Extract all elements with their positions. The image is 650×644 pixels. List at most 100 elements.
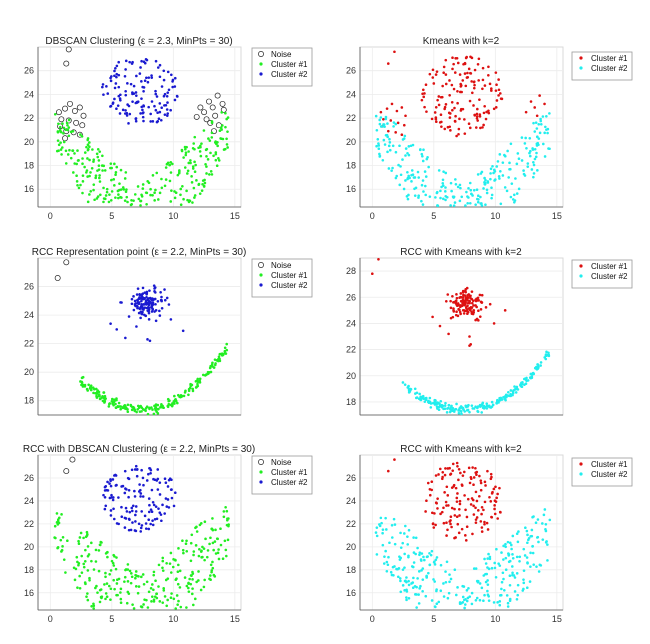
data-point	[141, 297, 145, 301]
data-point	[101, 395, 104, 398]
data-point	[152, 600, 156, 603]
data-point	[96, 147, 100, 151]
data-point	[187, 389, 191, 393]
data-point	[77, 539, 80, 543]
data-point	[150, 76, 154, 79]
data-point	[171, 403, 174, 407]
data-point	[429, 406, 433, 409]
data-point	[434, 196, 437, 199]
data-point	[529, 551, 532, 555]
data-point	[481, 406, 485, 410]
data-point	[145, 76, 148, 80]
data-point	[481, 66, 485, 70]
data-point	[157, 198, 160, 201]
data-point	[516, 583, 520, 587]
data-point	[135, 101, 139, 104]
data-point	[109, 322, 112, 325]
data-point	[133, 489, 136, 493]
data-point	[94, 176, 97, 180]
data-point	[378, 155, 382, 158]
data-point	[162, 94, 166, 98]
data-point	[217, 548, 220, 551]
data-point	[166, 114, 169, 117]
data-point	[101, 154, 104, 158]
data-point	[471, 311, 474, 315]
data-point	[487, 552, 490, 556]
data-point	[86, 389, 89, 392]
data-point	[504, 542, 507, 546]
data-point	[489, 472, 493, 476]
data-point	[525, 586, 529, 590]
data-point	[431, 522, 435, 526]
data-point	[191, 578, 194, 581]
data-point	[492, 601, 496, 604]
data-point	[458, 199, 462, 203]
data-point	[78, 586, 82, 590]
data-point	[138, 490, 141, 493]
data-point	[464, 539, 468, 542]
data-point	[418, 392, 421, 396]
data-point	[141, 183, 145, 186]
data-point	[179, 193, 182, 197]
data-point	[130, 202, 134, 206]
x-tick-label: 10	[490, 614, 500, 624]
data-point	[422, 95, 426, 99]
data-point	[511, 565, 514, 568]
data-point	[490, 475, 493, 479]
series-cluster-2	[401, 350, 551, 416]
data-point	[444, 300, 448, 303]
data-point	[152, 284, 156, 287]
data-point	[484, 203, 487, 207]
data-point	[86, 175, 89, 178]
data-point	[439, 189, 442, 193]
data-point	[114, 66, 117, 70]
data-point	[108, 482, 111, 485]
data-point	[199, 588, 203, 592]
data-point	[520, 136, 524, 139]
data-point	[77, 186, 81, 190]
data-point	[111, 101, 115, 105]
data-point	[379, 110, 383, 114]
data-point	[84, 582, 87, 586]
data-point	[61, 545, 64, 548]
data-point	[448, 410, 452, 414]
data-point	[424, 175, 428, 178]
data-point	[104, 504, 108, 508]
data-point	[136, 404, 140, 408]
data-point	[430, 599, 434, 602]
data-point	[508, 574, 512, 578]
data-point	[154, 579, 157, 583]
data-point	[154, 92, 158, 96]
data-point	[109, 105, 112, 108]
data-point	[477, 319, 480, 322]
data-point	[444, 73, 448, 76]
data-point	[189, 159, 192, 162]
data-point	[518, 559, 521, 563]
data-point	[149, 586, 153, 590]
data-point	[478, 598, 482, 602]
data-point	[132, 199, 135, 202]
noise-point	[73, 119, 80, 126]
series-noise	[63, 456, 76, 475]
data-point	[498, 600, 502, 603]
data-point	[109, 598, 112, 601]
data-point	[109, 484, 113, 488]
data-point	[92, 391, 95, 395]
data-point	[485, 407, 489, 410]
data-point	[435, 70, 439, 73]
data-point	[386, 563, 390, 567]
noise-point	[76, 131, 83, 138]
data-point	[123, 491, 127, 495]
data-point	[450, 189, 453, 193]
data-point	[471, 532, 474, 536]
data-point	[140, 468, 143, 472]
data-point	[493, 507, 496, 511]
data-point	[490, 400, 494, 404]
data-point	[421, 179, 425, 182]
data-point	[453, 120, 457, 123]
data-point	[95, 584, 98, 588]
data-point	[204, 537, 207, 541]
data-point	[496, 160, 500, 163]
data-point	[152, 412, 156, 416]
data-point	[538, 94, 541, 97]
